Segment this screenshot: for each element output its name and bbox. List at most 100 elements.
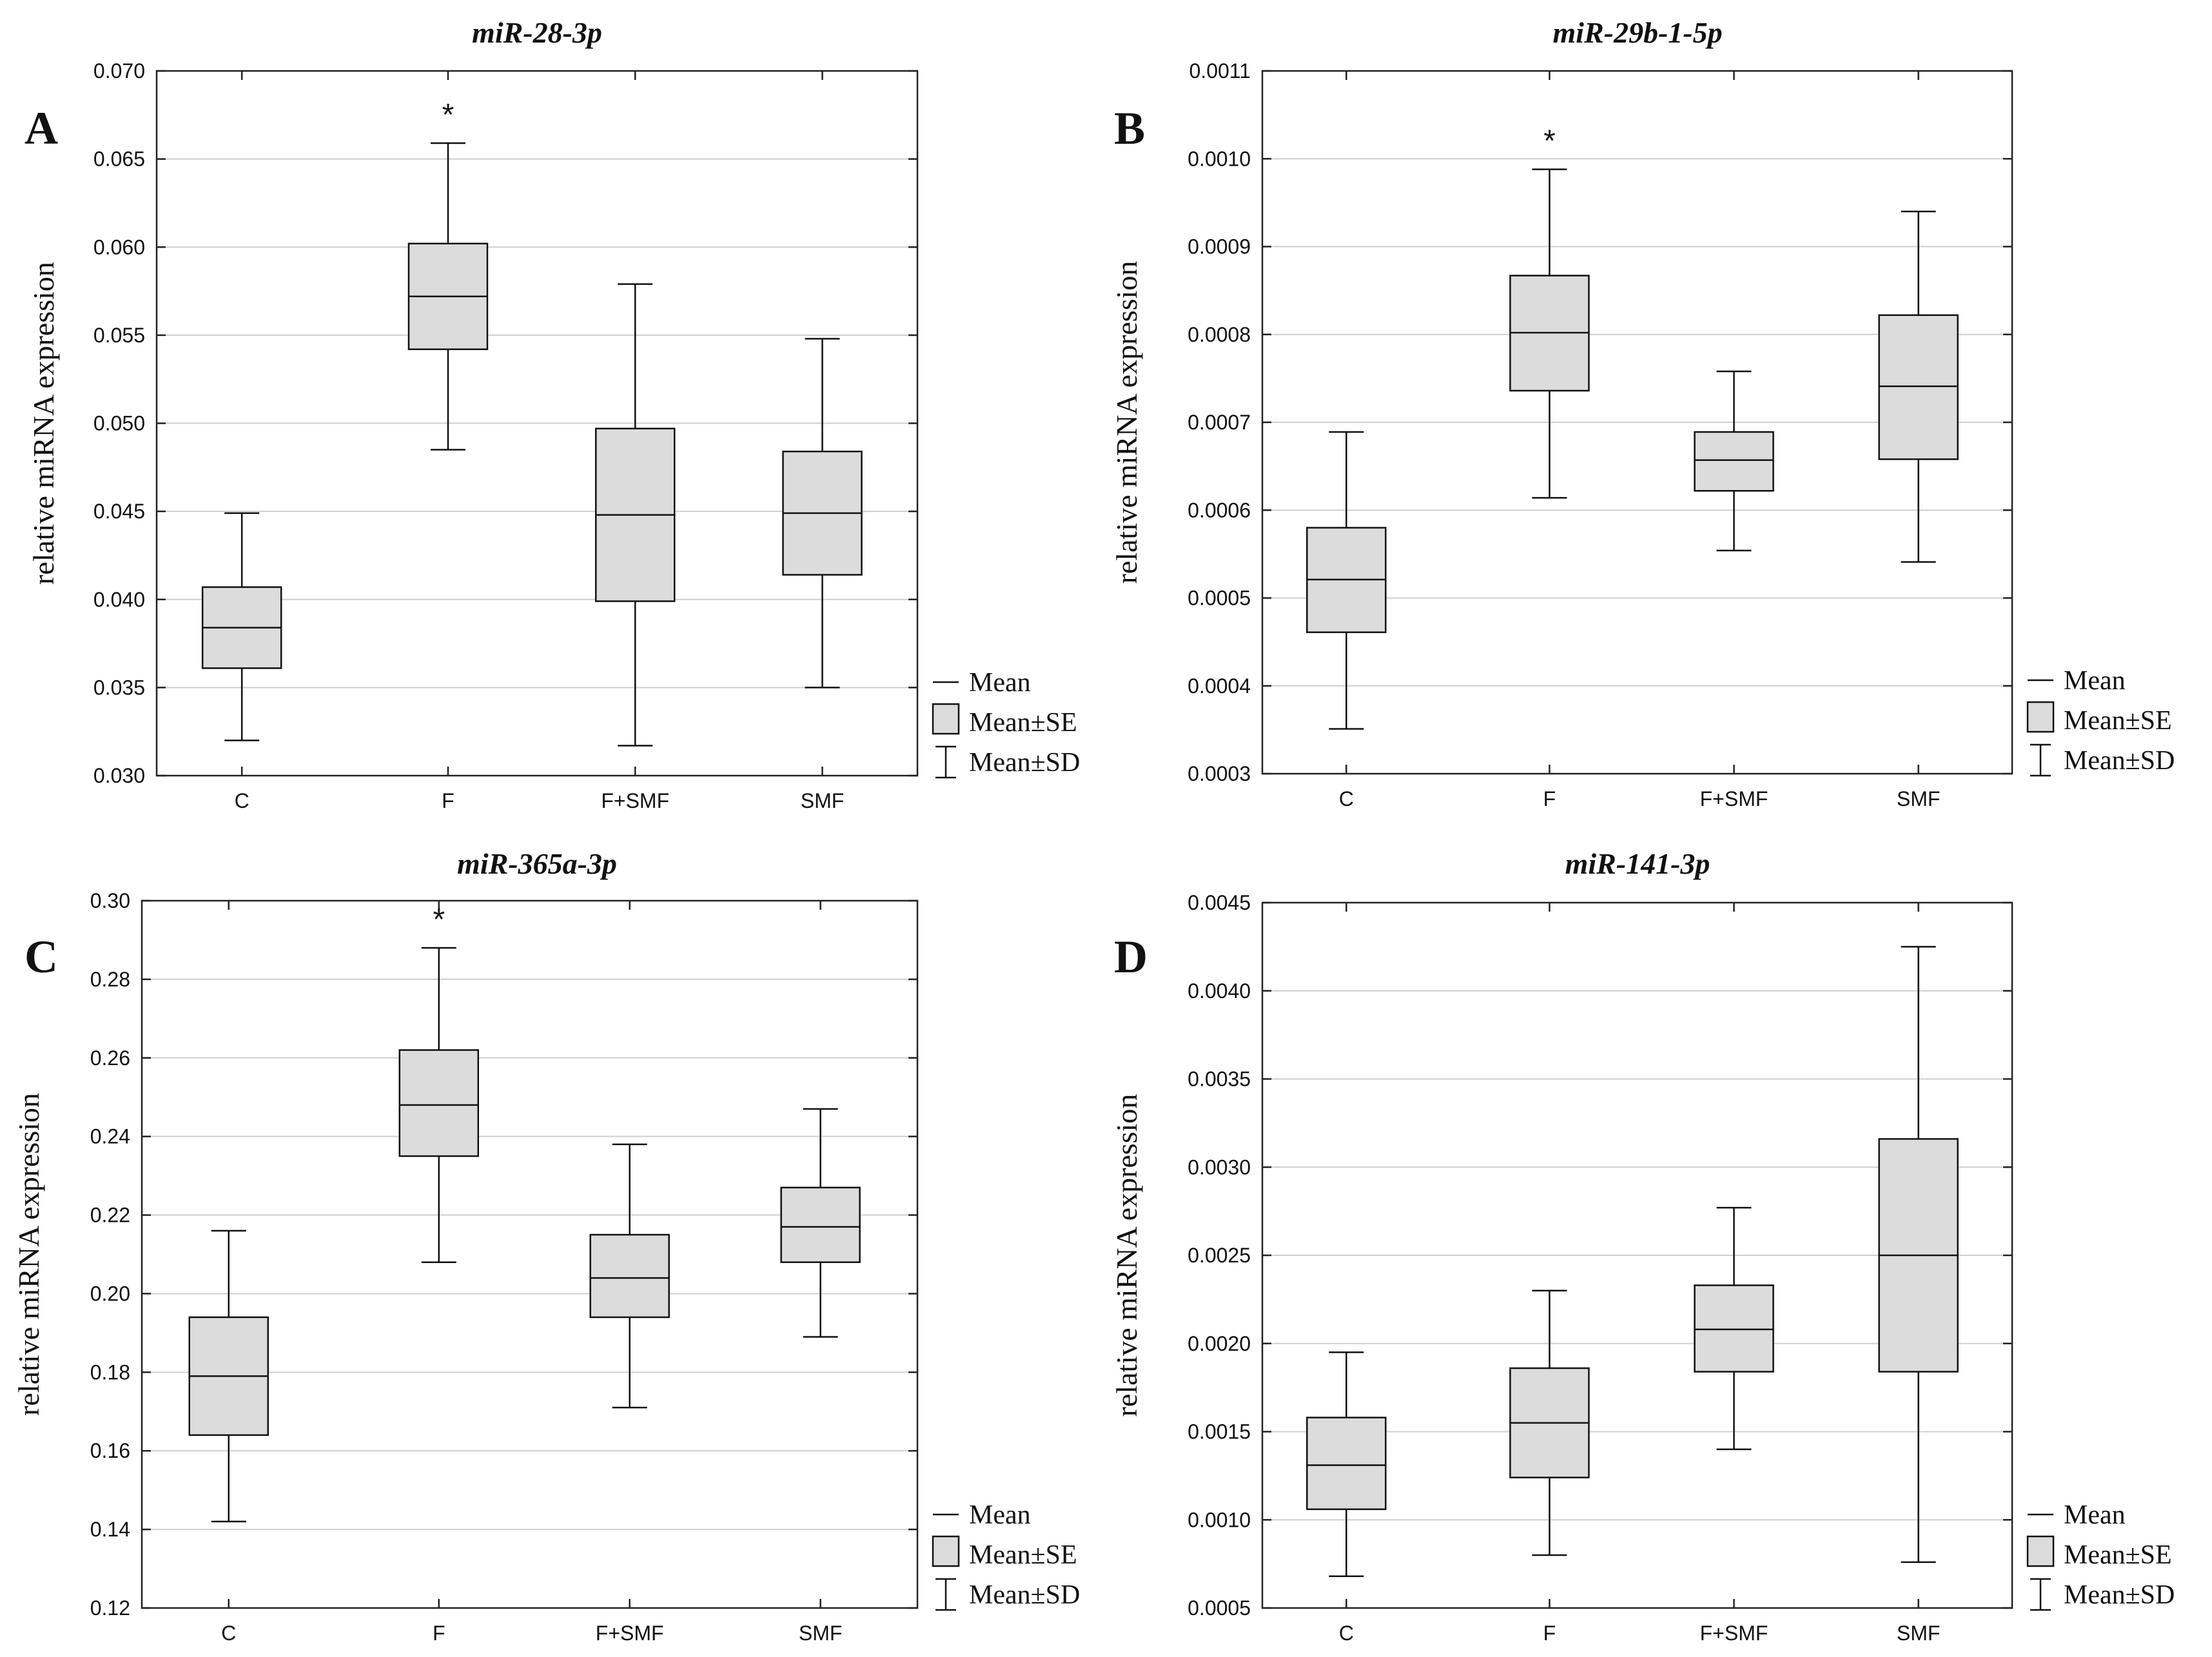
se-box: [780, 1186, 861, 1263]
chart-panel-d: miR-141-3p D 0.0005 0.0010 0.0015 0.0020 0.002…: [1110, 847, 2175, 1645]
y-tick-label: 0.045: [93, 500, 145, 523]
x-tick-label: C: [1339, 1622, 1354, 1645]
legend-mean-label: Mean: [969, 1500, 1031, 1530]
y-tick-label: 0.0007: [1188, 411, 1251, 434]
x-tick-label: F: [442, 789, 455, 812]
y-tick-label: 0.20: [90, 1282, 130, 1305]
x-tick-label: C: [221, 1622, 236, 1645]
x-tick-label: C: [1339, 787, 1354, 810]
legend-sd-label: Mean±SD: [2064, 1580, 2175, 1610]
panel-letter: C: [24, 931, 58, 983]
se-box: [1878, 314, 1959, 460]
y-tick-label: 0.16: [90, 1439, 130, 1462]
chart-panel-b: miR-29b-1-5p B 0.0003 0.0004 0.0005 0.0006 0.0…: [1110, 16, 2175, 810]
y-axis-label: relative miRNA expression: [1110, 261, 1143, 584]
x-tick-label: F: [1543, 1622, 1556, 1645]
y-tick-label: 0.0010: [1188, 147, 1251, 170]
legend-sd-label: Mean±SD: [969, 748, 1080, 778]
y-tick-label: 0.040: [93, 588, 145, 611]
y-tick-label: 0.0040: [1188, 979, 1251, 1003]
legend-se-label: Mean±SE: [969, 1540, 1077, 1570]
y-axis-label: relative miRNA expression: [12, 1093, 45, 1416]
chart-title: miR-29b-1-5p: [1552, 16, 1722, 49]
panel-letter: D: [1114, 931, 1148, 983]
y-axis-label: relative miRNA expression: [1110, 1094, 1143, 1417]
plot-frame: [141, 899, 919, 1609]
legend-mean-label: Mean: [969, 668, 1031, 698]
legend-se-symbol: [2026, 1535, 2055, 1567]
se-box: [1694, 431, 1774, 492]
y-tick-label: 0.0005: [1188, 1596, 1251, 1620]
y-tick-label: 0.0004: [1188, 674, 1251, 698]
legend-se-label: Mean±SE: [2064, 1540, 2172, 1570]
se-box: [1306, 1417, 1387, 1511]
legend-sd-label: Mean±SD: [2064, 746, 2175, 776]
legend-se-symbol: [2026, 701, 2055, 733]
x-tick-label: SMF: [799, 1622, 843, 1645]
y-tick-label: 0.030: [93, 764, 145, 787]
chart-panel-c: miR-365a-3p C 0.12 0.14 0.16 0.18 0.20 0.22 0.24…: [12, 847, 1080, 1645]
x-tick-label: SMF: [1897, 787, 1941, 810]
chart-title: miR-28-3p: [472, 16, 602, 49]
y-tick-label: 0.0006: [1188, 498, 1251, 522]
se-box: [1694, 1284, 1774, 1373]
y-tick-label: 0.0035: [1188, 1068, 1251, 1091]
y-tick-label: 0.28: [90, 968, 130, 991]
y-tick-label: 0.18: [90, 1360, 130, 1384]
legend-se-label: Mean±SE: [969, 708, 1077, 738]
y-tick-label: 0.0015: [1188, 1420, 1251, 1444]
y-tick-label: 0.0025: [1188, 1244, 1251, 1267]
y-tick-label: 0.060: [93, 235, 145, 259]
significance-star: *: [433, 903, 445, 937]
y-tick-label: 0.055: [93, 324, 145, 347]
y-tick-label: 0.24: [90, 1125, 130, 1148]
y-tick-label: 0.0030: [1188, 1155, 1251, 1179]
y-tick-label: 0.0020: [1188, 1332, 1251, 1355]
y-tick-label: 0.30: [90, 889, 130, 912]
plot-frame: [1261, 70, 2013, 775]
se-box: [398, 1049, 479, 1157]
legend-mean-label: Mean: [2064, 1500, 2126, 1530]
significance-star: *: [442, 98, 455, 132]
y-tick-label: 0.0005: [1188, 587, 1251, 610]
x-tick-label: F+SMF: [596, 1622, 664, 1645]
y-tick-label: 0.0008: [1188, 323, 1251, 346]
y-tick-label: 0.0009: [1188, 235, 1251, 259]
x-tick-label: F+SMF: [1700, 787, 1768, 810]
x-tick-label: C: [235, 789, 250, 812]
x-tick-label: F+SMF: [601, 789, 669, 812]
significance-star: *: [1543, 124, 1556, 159]
x-tick-label: F: [1543, 787, 1556, 810]
y-tick-label: 0.065: [93, 148, 145, 171]
panel-letter: A: [24, 103, 58, 154]
x-tick-label: SMF: [1897, 1622, 1941, 1645]
legend-sd-label: Mean±SD: [969, 1580, 1080, 1610]
x-tick-label: F+SMF: [1700, 1622, 1768, 1645]
y-tick-label: 0.0045: [1188, 891, 1251, 914]
y-tick-label: 0.12: [90, 1596, 130, 1620]
y-tick-label: 0.0011: [1189, 59, 1251, 83]
y-tick-label: 0.070: [93, 59, 145, 83]
chart-panel-a: miR-28-3p A 0.030 0.035 0.040 0.045 0.050 0.055…: [24, 16, 1080, 812]
plot-frame: [1261, 901, 2013, 1609]
y-tick-label: 0.050: [93, 412, 145, 435]
y-tick-label: 0.14: [90, 1518, 130, 1541]
y-tick-label: 0.035: [93, 676, 145, 699]
legend-se-label: Mean±SE: [2064, 706, 2172, 736]
plot-frame: [155, 70, 919, 777]
chart-title: miR-365a-3p: [457, 847, 617, 880]
y-tick-label: 0.22: [90, 1204, 130, 1227]
legend-mean-label: Mean: [2064, 666, 2126, 696]
legend-se-symbol: [932, 1535, 960, 1567]
y-tick-label: 0.0003: [1188, 762, 1251, 785]
y-tick-label: 0.26: [90, 1046, 130, 1070]
x-tick-label: SMF: [801, 789, 845, 812]
y-tick-label: 0.0010: [1188, 1508, 1251, 1531]
se-box: [589, 1233, 670, 1319]
chart-title: miR-141-3p: [1565, 847, 1710, 880]
x-tick-label: F: [433, 1622, 445, 1645]
panel-letter: B: [1114, 103, 1145, 154]
legend-se-symbol: [932, 703, 960, 735]
y-axis-label: relative miRNA expression: [27, 262, 60, 585]
